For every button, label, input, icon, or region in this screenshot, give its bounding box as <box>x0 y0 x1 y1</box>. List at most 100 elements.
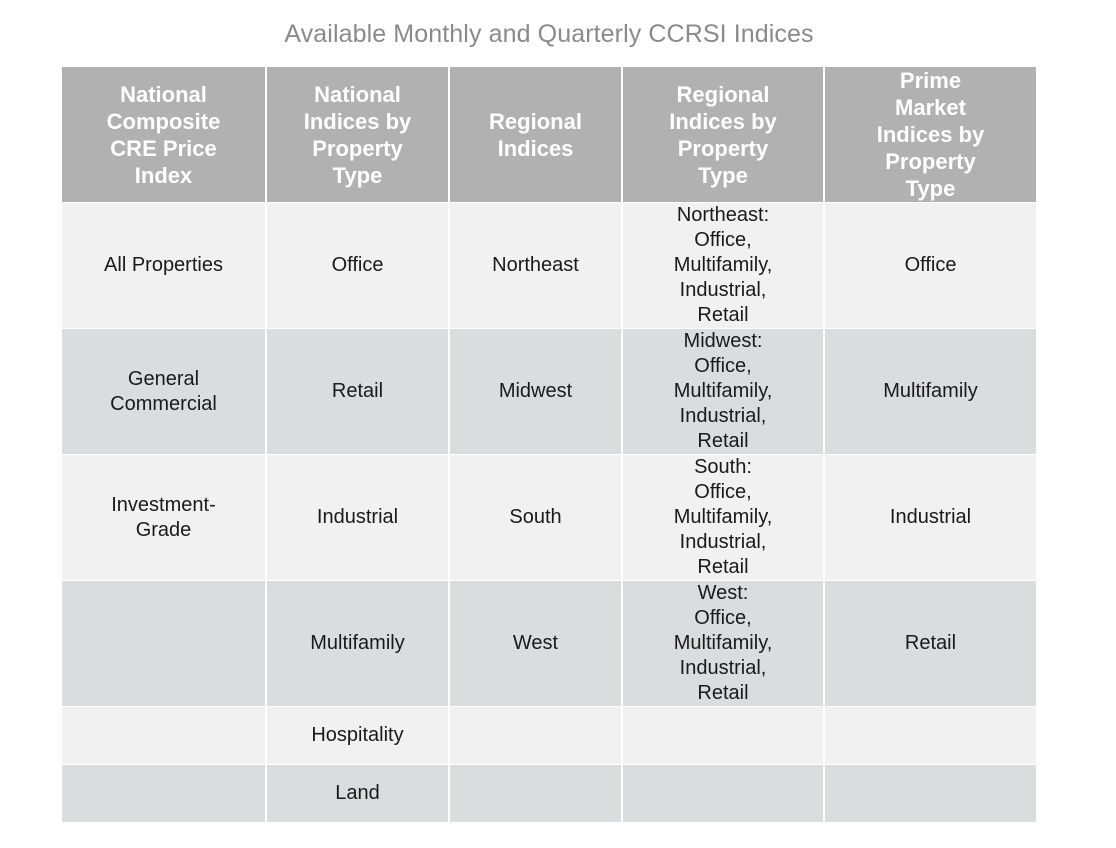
cell-line: Midwest <box>498 380 573 402</box>
page-title: Available Monthly and Quarterly CCRSI In… <box>284 20 814 48</box>
cell-line: Multifamily, <box>673 506 773 528</box>
header-label: National Indices by Property Type <box>304 81 412 189</box>
table-row: All Properties Office Northeast Northeas… <box>62 202 1036 329</box>
table-cell: Land <box>266 764 450 823</box>
cell-line: Type <box>332 162 383 188</box>
cell-line: South <box>509 506 562 528</box>
cell-line: Indices by <box>669 108 777 134</box>
table-cell: Multifamily <box>266 580 450 707</box>
cell-line: Retail <box>697 556 749 578</box>
header-label: National Composite CRE Price Index <box>107 81 221 189</box>
cell-text: Multifamily <box>310 631 404 656</box>
table-cell <box>824 706 1036 765</box>
cell-line: Investment- <box>111 493 216 516</box>
table-row: Multifamily West West: Office, Multifamily… <box>62 580 1036 707</box>
cell-line: Regional <box>489 108 582 134</box>
cell-text: Northeast <box>492 253 579 278</box>
cell-text: Office <box>332 253 384 278</box>
cell-line: CRE Price <box>110 135 217 161</box>
table-cell: Office <box>266 202 450 329</box>
cell-line: Property <box>312 135 403 161</box>
cell-line: Index <box>134 162 193 188</box>
cell-line: Northeast <box>492 254 579 276</box>
cell-line: West <box>512 632 559 654</box>
cell-line: Composite <box>106 108 221 134</box>
cell-text: Land <box>335 781 380 806</box>
header-regional: Regional Indices <box>449 67 623 203</box>
cell-text: Midwest: Office, Multifamily, Industrial, Re… <box>674 329 773 454</box>
cell-line: Regional <box>676 81 770 107</box>
table-cell: South: Office, Multifamily, Industrial, Reta… <box>622 454 825 581</box>
cell-text: Midwest <box>499 379 572 404</box>
cell-line: General <box>127 367 200 390</box>
table-cell: Northeast: Office, Multifamily, Industrial,… <box>622 202 825 329</box>
cell-line: All Properties <box>104 254 223 276</box>
table-cell: Office <box>824 202 1036 329</box>
header-regional-by-type: Regional Indices by Property Type <box>622 67 825 203</box>
header-row: National Composite CRE Price Index National… <box>62 67 1036 203</box>
cell-text: Hospitality <box>311 723 403 748</box>
table-cell: Industrial <box>824 454 1036 581</box>
cell-line: Commercial <box>110 392 217 415</box>
cell-line: Office, <box>694 229 752 251</box>
table-cell: General Commercial <box>62 328 267 455</box>
cell-line: Indices by <box>876 122 985 147</box>
table-row: Land <box>62 764 1036 823</box>
table-cell: Multifamily <box>824 328 1036 455</box>
cell-line: Office, <box>694 355 752 377</box>
cell-line: Midwest: <box>683 330 763 352</box>
table-cell <box>622 706 825 765</box>
cell-line: Industrial, <box>679 279 767 301</box>
cell-text: West <box>513 631 558 656</box>
header-label: Prime Market Indices by Property Type <box>877 67 985 202</box>
cell-line: Property <box>677 135 769 161</box>
cell-line: Multifamily <box>310 632 405 654</box>
cell-line: West: <box>697 582 749 604</box>
cell-line: Prime <box>899 68 962 93</box>
table-cell: West: Office, Multifamily, Industrial, Retai… <box>622 580 825 707</box>
table-cell: Retail <box>824 580 1036 707</box>
table-cell: Hospitality <box>266 706 450 765</box>
table-cell: Midwest: Office, Multifamily, Industrial, Re… <box>622 328 825 455</box>
cell-line: Multifamily <box>883 380 978 402</box>
table-cell: Investment- Grade <box>62 454 267 581</box>
cell-line: Property <box>885 149 976 174</box>
header-prime-market-by-type: Prime Market Indices by Property Type <box>824 67 1036 203</box>
cell-line: Multifamily, <box>673 632 773 654</box>
table-cell: Industrial <box>266 454 450 581</box>
cell-text: Office <box>905 253 957 278</box>
table-cell: Northeast <box>449 202 623 329</box>
cell-line: Indices by <box>303 108 412 134</box>
cell-line: Retail <box>697 682 749 704</box>
table-cell <box>62 580 267 707</box>
cell-line: Industrial <box>316 506 399 528</box>
cell-line: Industrial, <box>679 531 767 553</box>
cell-text: South: Office, Multifamily, Industrial, Reta… <box>674 455 773 580</box>
table-cell: Retail <box>266 328 450 455</box>
table-row: Hospitality <box>62 706 1036 765</box>
cell-text: All Properties <box>104 253 223 278</box>
cell-line: South: <box>694 456 752 478</box>
header-label: Regional Indices <box>489 108 582 162</box>
table-row: General Commercial Retail Midwest Midwest… <box>62 328 1036 455</box>
cell-text: Northeast: Office, Multifamily, Industrial,… <box>674 203 773 328</box>
cell-text: Investment- Grade <box>111 493 215 543</box>
table-cell <box>449 706 623 765</box>
table-cell <box>824 764 1036 823</box>
cell-line: Office <box>904 254 957 276</box>
cell-text: South <box>509 505 561 530</box>
cell-line: Retail <box>904 632 957 654</box>
cell-line: Northeast: <box>676 204 770 226</box>
cell-text: General Commercial <box>110 367 217 417</box>
cell-line: Grade <box>135 518 192 541</box>
cell-line: Market <box>895 95 966 120</box>
cell-line: Type <box>905 176 956 201</box>
cell-line: Retail <box>697 430 749 452</box>
cell-line: Industrial, <box>679 405 767 427</box>
cell-line: Office, <box>694 607 752 629</box>
header-label: Regional Indices by Property Type <box>669 81 777 189</box>
cell-line: Hospitality <box>311 724 404 746</box>
cell-line: Type <box>698 162 748 188</box>
cell-line: Industrial <box>889 506 972 528</box>
table-cell <box>62 706 267 765</box>
